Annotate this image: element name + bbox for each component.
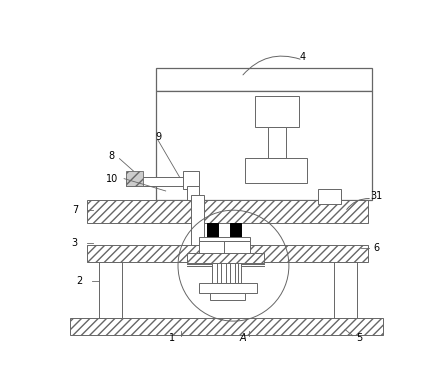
Bar	[318, 92, 334, 204]
Bar	[87, 245, 368, 262]
Bar	[245, 158, 307, 183]
Bar	[183, 171, 199, 189]
Text: A: A	[240, 333, 246, 343]
Bar	[87, 200, 368, 223]
Text: 31: 31	[370, 191, 383, 201]
Bar	[187, 186, 199, 208]
FancyArrowPatch shape	[347, 199, 369, 209]
Bar	[212, 263, 241, 283]
Bar	[126, 171, 143, 186]
Bar	[241, 92, 256, 204]
Bar	[224, 241, 250, 253]
Bar	[229, 223, 241, 248]
Bar	[210, 293, 245, 300]
Bar	[255, 96, 299, 127]
Bar	[99, 262, 122, 318]
Bar	[334, 262, 357, 318]
Bar	[199, 237, 250, 241]
Bar	[156, 91, 372, 200]
Bar	[199, 241, 224, 253]
Bar	[70, 318, 383, 335]
Text: 1: 1	[169, 333, 175, 343]
Bar	[199, 283, 256, 293]
Text: 10: 10	[106, 174, 118, 184]
Text: 4: 4	[300, 52, 306, 62]
Text: 6: 6	[373, 243, 380, 253]
Text: 2: 2	[76, 276, 83, 286]
Text: 9: 9	[155, 132, 161, 142]
Bar	[126, 177, 194, 186]
Bar	[206, 223, 218, 248]
Bar	[268, 127, 286, 158]
FancyArrowPatch shape	[243, 56, 300, 75]
Text: 5: 5	[356, 333, 362, 343]
Text: 7: 7	[72, 205, 78, 215]
Text: 3: 3	[72, 238, 78, 248]
Bar	[179, 92, 195, 204]
Bar	[187, 253, 264, 263]
Bar	[156, 68, 372, 91]
Bar	[318, 189, 341, 204]
Text: 8: 8	[109, 151, 115, 161]
Bar	[191, 195, 204, 245]
